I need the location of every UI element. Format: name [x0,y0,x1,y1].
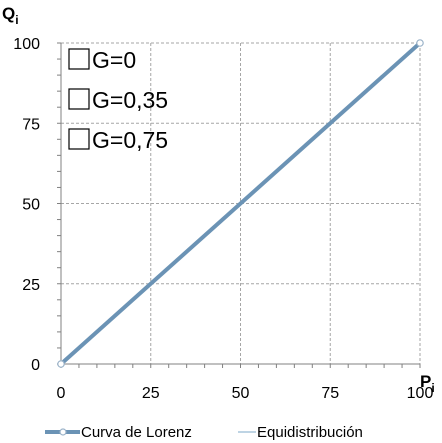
series-lines [57,39,424,368]
legend-marker-lorenz [59,428,67,436]
legend-label-equidistribucion: Equidistribución [257,424,363,441]
y-tick-label-0: 0 [31,357,40,374]
x-tick-label-25: 25 [142,385,160,402]
y-tick-label-100: 100 [13,36,40,53]
lorenz-point [416,39,424,47]
x-tick-label-100: 100 [407,385,434,402]
option-g-0-75[interactable]: G=0,75 [68,127,168,153]
checkbox[interactable] [68,88,90,110]
x-tick-label-75: 75 [321,385,339,402]
series-line-curva-de-lorenz [59,41,422,366]
x-tick-label-0: 0 [57,385,66,402]
checkbox[interactable] [68,48,90,70]
legend: Curva de Lorenz Equidistribución [45,424,363,441]
option-g-0[interactable]: G=0 [68,47,136,73]
checkbox[interactable] [68,128,90,150]
y-tick-label-75: 75 [22,116,40,133]
tick-labels: 0 25 50 75 100 0 25 50 75 100 [13,36,433,402]
y-axis-title: Qi [2,4,19,27]
option-label: G=0,75 [92,127,168,153]
axes [57,42,421,368]
y-tick-label-50: 50 [22,197,40,214]
option-g-0-35[interactable]: G=0,35 [68,87,168,113]
legend-item-curva-de-lorenz: Curva de Lorenz [45,424,192,441]
option-label: G=0 [92,47,136,73]
option-label: G=0,35 [92,87,168,113]
x-axis-title: Pi [420,372,435,395]
y-tick-label-25: 25 [22,277,40,294]
legend-label-curva-de-lorenz: Curva de Lorenz [81,424,192,441]
gini-options: G=0 G=0,35 G=0,75 [68,47,168,153]
legend-item-equidistribucion: Equidistribución [238,424,363,441]
lorenz-point [57,360,65,368]
x-tick-label-50: 50 [232,385,250,402]
